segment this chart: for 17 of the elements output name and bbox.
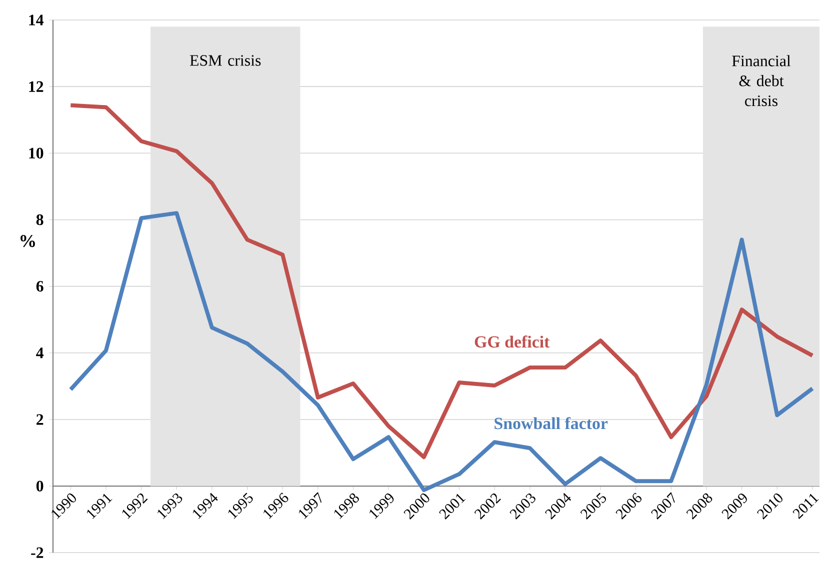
y-tick-label: 4 [36, 348, 44, 358]
x-tick-label: 2011 [792, 494, 819, 520]
line-series [68, 211, 814, 492]
band-label: ESM crisis [190, 55, 261, 66]
y-tick-label: -2 [31, 547, 44, 558]
y-axis-title: % [20, 235, 35, 248]
y-tick-label: 6 [36, 281, 44, 292]
y-tick-label: 10 [29, 148, 44, 159]
y-tick-label: 14 [29, 14, 44, 26]
series-label: Snowball factor [494, 417, 608, 430]
y-tick-label: 8 [36, 214, 44, 226]
y-tick-label: 0 [36, 480, 44, 492]
y-tick-label: 12 [29, 81, 44, 92]
series-label: GG deficit [474, 336, 550, 348]
y-tick-label: 2 [36, 414, 44, 425]
x-tick-label: 1991 [86, 494, 112, 519]
band-label: Financial & debt crisis [732, 55, 791, 106]
